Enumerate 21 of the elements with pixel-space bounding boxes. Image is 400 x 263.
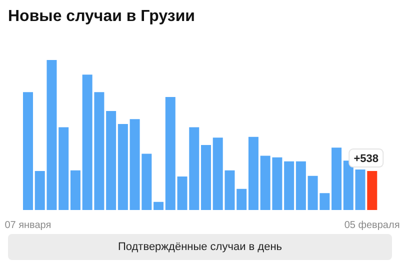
bar <box>154 202 164 210</box>
bar <box>236 188 247 210</box>
bar <box>201 145 211 210</box>
data-label: +538 <box>354 153 379 166</box>
bar <box>248 136 258 210</box>
bar <box>296 161 306 210</box>
x-tick-label: 05 февраля <box>344 220 400 231</box>
bar <box>284 161 294 210</box>
bar <box>106 110 116 210</box>
bar <box>367 171 378 210</box>
bar <box>58 127 69 210</box>
text: Подтверждённые случаи в день <box>8 234 392 260</box>
bar <box>343 160 354 210</box>
chart-title: Новые случаи в Грузии <box>8 8 196 26</box>
bar <box>332 148 342 210</box>
x-tick-label: 07 января <box>4 220 52 231</box>
bar <box>165 97 176 210</box>
bar <box>23 92 33 210</box>
bar <box>355 169 366 210</box>
bar <box>118 124 128 210</box>
bar <box>70 170 80 210</box>
